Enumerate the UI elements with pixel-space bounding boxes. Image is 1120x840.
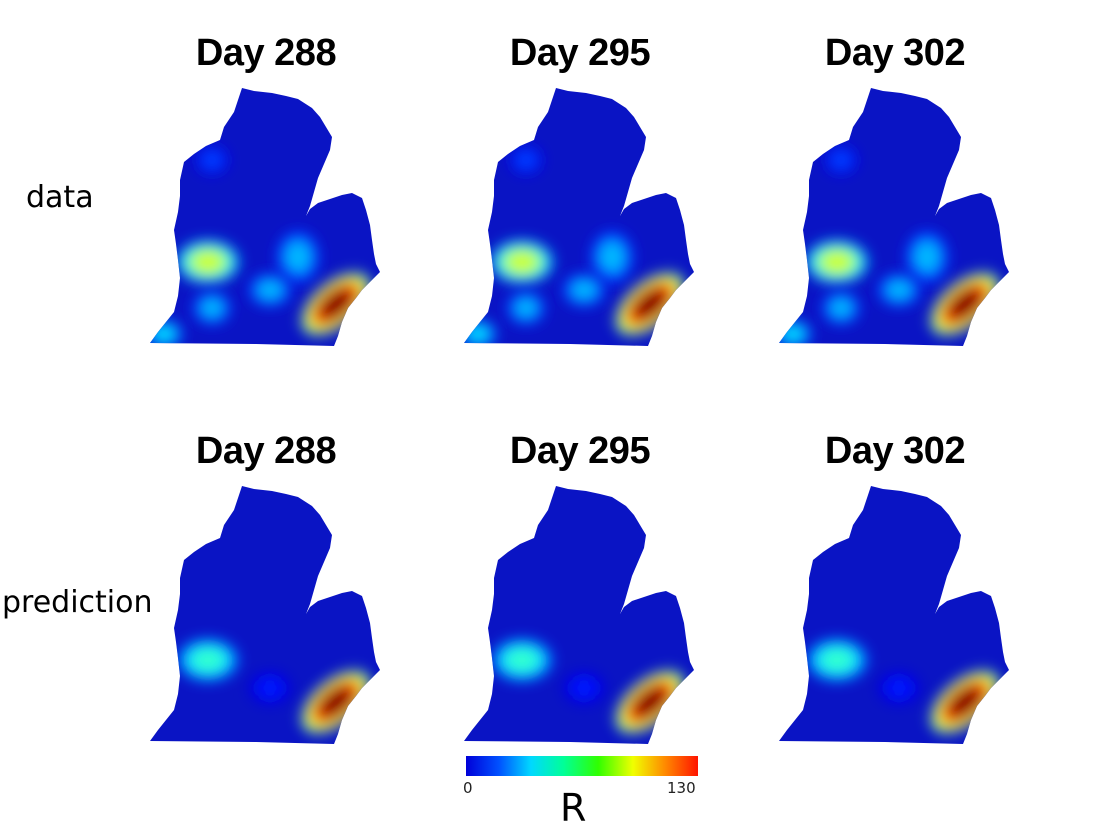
colorbar-min-label: 0 <box>463 779 473 797</box>
hotspot-northwest <box>509 145 543 175</box>
hotspot-southwest <box>506 291 546 325</box>
hotspot-layer <box>779 145 1000 346</box>
panel-title-data-295: Day 295 <box>509 32 651 74</box>
michigan-map-pred-288 <box>150 486 380 744</box>
hotspot-center-east <box>590 230 634 284</box>
hotspot-detroit <box>615 670 685 734</box>
michigan-map-data-295 <box>464 88 694 346</box>
hotspot-northwest <box>195 145 229 175</box>
hotspot-detroit <box>930 272 1000 336</box>
panel-title-data-302: Day 302 <box>824 32 966 74</box>
hotspot-west-center <box>176 240 240 284</box>
hotspot-detroit <box>615 272 685 336</box>
hotspot-southwest <box>821 291 861 325</box>
hotspot-northwest <box>824 145 858 175</box>
hotspot-south-center <box>877 671 921 705</box>
hotspot-center-east <box>905 230 949 284</box>
hotspot-layer <box>176 638 371 734</box>
hotspot-west-center <box>176 638 240 682</box>
hotspot-south-center <box>562 273 606 307</box>
hotspot-west-center <box>805 638 869 682</box>
hotspot-west-center <box>490 638 554 682</box>
panel-title-data-288: Day 288 <box>195 32 337 74</box>
colorbar-max-label: 130 <box>667 779 696 797</box>
colorbar-gradient <box>466 756 698 776</box>
hotspot-west-center <box>805 240 869 284</box>
hotspot-layer <box>150 145 371 346</box>
panel-title-pred-288: Day 288 <box>195 430 337 472</box>
hotspot-south-center <box>248 273 292 307</box>
michigan-map-data-288 <box>150 88 380 346</box>
hotspot-layer <box>490 638 685 734</box>
colorbar-variable-label: R <box>560 786 587 830</box>
hotspot-south-center <box>248 671 292 705</box>
michigan-map-pred-302 <box>779 486 1009 744</box>
colorbar <box>466 756 698 776</box>
hotspot-detroit <box>301 272 371 336</box>
hotspot-southwest <box>192 291 232 325</box>
hotspot-layer <box>805 638 1000 734</box>
hotspot-center-east <box>276 230 320 284</box>
row-label-data: data <box>26 180 94 215</box>
hotspot-detroit <box>930 670 1000 734</box>
row-label-prediction: prediction <box>2 585 153 620</box>
hotspot-south-center <box>877 273 921 307</box>
hotspot-layer <box>464 145 685 346</box>
hotspot-detroit <box>301 670 371 734</box>
michigan-map-pred-295 <box>464 486 694 744</box>
panel-title-pred-295: Day 295 <box>509 430 651 472</box>
panel-title-pred-302: Day 302 <box>824 430 966 472</box>
hotspot-west-center <box>490 240 554 284</box>
hotspot-south-center <box>562 671 606 705</box>
michigan-map-data-302 <box>779 88 1009 346</box>
